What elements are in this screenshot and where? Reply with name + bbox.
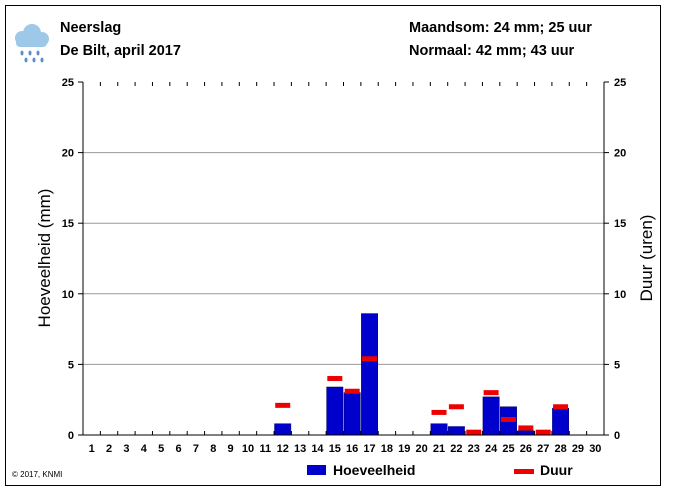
x-tick-label: 14 (311, 443, 324, 455)
legend-duration-label: Duur (540, 462, 573, 478)
copyright: © 2017, KNMI (12, 470, 63, 479)
month-total: Maandsom: 24 mm; 25 uur (409, 20, 592, 36)
duration-marker (431, 409, 447, 415)
y-tick-label: 25 (62, 77, 74, 89)
x-tick-label: 22 (450, 443, 462, 455)
x-tick-label: 10 (242, 443, 254, 455)
x-tick-label: 9 (228, 443, 234, 455)
raindrop-icon (28, 50, 32, 56)
x-tick-label: 27 (537, 443, 549, 455)
y2-tick-label: 15 (614, 218, 626, 230)
x-tick-label: 3 (123, 443, 129, 455)
normal-value: Normaal: 42 mm; 43 uur (409, 43, 575, 59)
duration-marker (448, 404, 464, 410)
x-tick-label: 26 (520, 443, 532, 455)
amount-bar (447, 426, 465, 436)
y-tick-label: 15 (62, 218, 74, 230)
amount-bar (552, 407, 570, 436)
y2-tick-label: 10 (614, 289, 626, 301)
grid-lines (83, 152, 604, 365)
amount-bar (343, 392, 361, 436)
x-tick-label: 20 (416, 443, 428, 455)
y2-tick-label: 25 (614, 77, 626, 89)
amount-bar (482, 396, 500, 436)
rain-cloud-icon (15, 24, 49, 63)
duration-marker (327, 376, 343, 382)
raindrop-icon (40, 57, 44, 63)
x-tick-label: 5 (158, 443, 164, 455)
x-tick-label: 30 (589, 443, 601, 455)
y2-tick-label: 0 (614, 430, 620, 442)
amount-bar (274, 423, 292, 436)
x-tick-label: 29 (572, 443, 584, 455)
duration-marker (344, 388, 360, 394)
duration-marker (362, 356, 378, 362)
x-tick-label: 11 (260, 443, 272, 455)
x-tick-label: 4 (141, 443, 148, 455)
duration-marker (535, 429, 551, 435)
y-tick-label: 10 (62, 289, 74, 301)
x-tick-label: 28 (554, 443, 566, 455)
amount-bars (274, 313, 570, 436)
x-tick-label: 16 (346, 443, 358, 455)
x-tick-label: 6 (175, 443, 181, 455)
y-tick-label: 20 (62, 148, 74, 160)
y-axis-title: Hoeveelheid (mm) (35, 189, 54, 328)
x-tick-label: 25 (502, 443, 514, 455)
chart-title: Neerslag (60, 20, 122, 36)
x-tick-label: 21 (433, 443, 445, 455)
axes (78, 81, 609, 436)
x-tick-label: 13 (294, 443, 306, 455)
raindrop-icon (24, 57, 28, 63)
x-tick-label: 24 (485, 443, 498, 455)
duration-marker (553, 404, 569, 410)
amount-bar (517, 430, 535, 436)
amount-bar (326, 386, 344, 436)
y2-tick-label: 5 (614, 359, 620, 371)
y2-axis-title: Duur (uren) (637, 215, 656, 302)
duration-marker (500, 416, 516, 422)
x-tick-label: 17 (363, 443, 375, 455)
x-tick-label: 1 (89, 443, 95, 455)
y2-tick-label: 20 (614, 148, 626, 160)
raindrop-icon (20, 50, 24, 56)
x-tick-label: 19 (398, 443, 410, 455)
raindrop-icon (36, 50, 40, 56)
x-tick-label: 12 (277, 443, 289, 455)
legend-duration-swatch (514, 469, 534, 474)
amount-bar (430, 423, 448, 436)
y-tick-label: 5 (68, 359, 74, 371)
duration-markers (275, 356, 569, 435)
x-tick-label: 2 (106, 443, 112, 455)
x-tick-label: 23 (468, 443, 480, 455)
y-tick-label: 0 (68, 430, 74, 442)
raindrop-icon (32, 57, 36, 63)
x-tick-label: 18 (381, 443, 393, 455)
x-tick-label: 15 (329, 443, 341, 455)
duration-marker (466, 429, 482, 435)
duration-marker (275, 402, 291, 408)
legend-amount-swatch (307, 465, 326, 475)
legend (307, 465, 534, 475)
x-tick-label: 8 (210, 443, 216, 455)
chart-subtitle: De Bilt, april 2017 (60, 43, 181, 59)
amount-bar (361, 313, 378, 436)
duration-marker (483, 390, 499, 396)
legend-amount-label: Hoeveelheid (333, 462, 416, 478)
duration-marker (518, 425, 534, 431)
x-tick-label: 7 (193, 443, 199, 455)
